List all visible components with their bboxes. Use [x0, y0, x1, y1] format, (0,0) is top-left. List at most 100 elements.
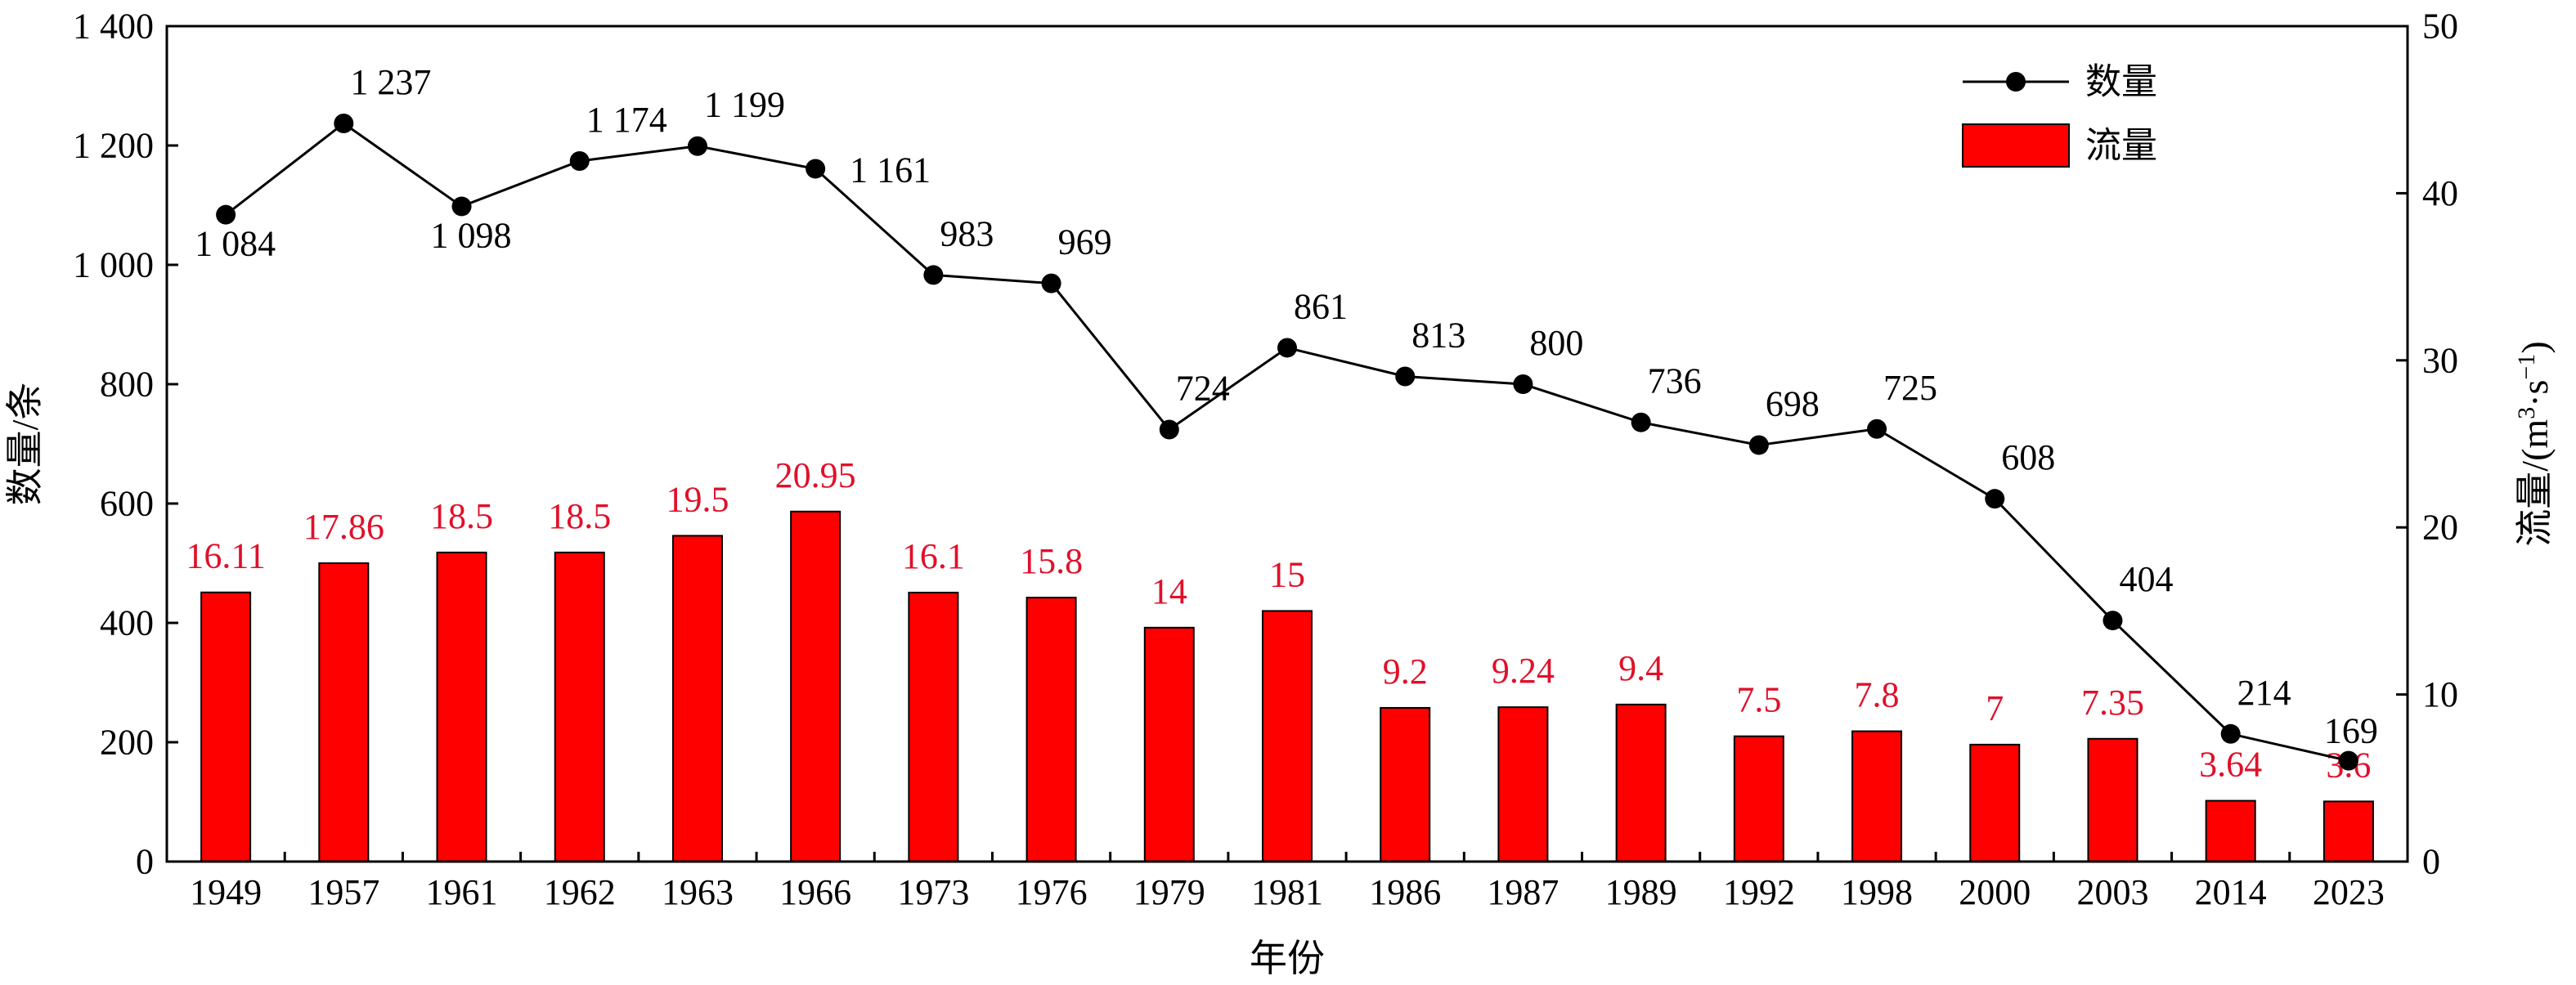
bar-value-label: 7.8	[1855, 675, 1900, 715]
bar-1992	[1733, 735, 1784, 863]
bar-1979	[1143, 626, 1195, 863]
bar-2000	[1969, 743, 2021, 862]
count-value-label: 736	[1648, 361, 1702, 401]
count-value-label: 1 174	[586, 100, 667, 140]
bar-value-label: 17.86	[303, 507, 384, 547]
count-value-label: 1 098	[431, 215, 512, 255]
y-left-tick-label: 1 200	[73, 126, 154, 166]
count-value-label: 861	[1294, 286, 1348, 326]
bar-1987	[1497, 706, 1549, 862]
bar-value-label: 18.5	[548, 496, 611, 536]
count-point-2000	[1985, 489, 2005, 509]
bar-1962	[554, 551, 605, 862]
x-tick-label: 1962	[544, 872, 616, 912]
bar-value-label: 15	[1269, 554, 1305, 594]
x-tick-label: 1986	[1369, 872, 1441, 912]
y-axis-right-title-sup1: 3	[2513, 407, 2540, 419]
count-point-1963	[687, 136, 707, 156]
bar-1986	[1380, 706, 1431, 863]
bar-1973	[908, 591, 959, 863]
x-tick-label: 2000	[1959, 872, 2031, 912]
count-point-1966	[806, 159, 826, 179]
y-left-tick-label: 600	[100, 484, 154, 524]
count-value-label: 1 161	[850, 150, 931, 190]
count-value-label: 169	[2324, 711, 2378, 751]
bar-value-label: 7.5	[1736, 680, 1781, 720]
bar-1998	[1851, 730, 1903, 862]
plot-area: 0 200 400 600 800 1 000 1 200 1 400 0 10 20 30 40 50 1…	[73, 7, 2458, 913]
count-value-label: 813	[1411, 316, 1465, 356]
bar-1981	[1262, 610, 1313, 863]
count-point-1957	[334, 113, 354, 133]
legend-label-count: 数量	[2085, 62, 2157, 102]
count-point-2003	[2103, 611, 2123, 631]
x-tick-label: 1973	[897, 872, 969, 912]
bar-2023	[2322, 800, 2374, 863]
y-axis-right-title: 流量/(m3·s−1)	[2513, 341, 2556, 546]
x-tick-label: 2014	[2195, 872, 2267, 912]
legend: 数量 流量	[1962, 62, 2157, 168]
y-right-tick-label: 30	[2422, 340, 2458, 380]
y-axis-right-title-sup2: −1	[2513, 354, 2540, 380]
x-tick-label: 1966	[779, 872, 851, 912]
count-point-1981	[1277, 338, 1297, 358]
x-tick-label: 1949	[190, 872, 262, 912]
bar-value-label: 18.5	[430, 496, 493, 536]
y-left-tick-label: 0	[136, 842, 154, 882]
x-tick-label: 1961	[426, 872, 498, 912]
count-point-2023	[2338, 750, 2358, 771]
y-right-tick-label: 0	[2422, 842, 2440, 882]
count-point-1979	[1159, 419, 1179, 440]
count-value-label: 608	[2001, 437, 2055, 477]
bar-value-label: 9.24	[1492, 651, 1555, 691]
count-point-1949	[216, 204, 236, 225]
bar-2003	[2087, 737, 2138, 862]
count-value-label: 1 084	[195, 224, 276, 264]
bar-2014	[2205, 799, 2256, 862]
count-value-label: 404	[2119, 559, 2173, 599]
y-right-tick-label: 10	[2422, 674, 2458, 714]
bar-value-label: 15.8	[1020, 541, 1083, 581]
bar-1949	[200, 591, 252, 862]
count-point-1992	[1748, 435, 1769, 455]
bar-1976	[1025, 597, 1077, 862]
bar-value-label: 16.1	[902, 536, 965, 576]
legend-bar-swatch	[1962, 123, 2070, 168]
plot-frame	[165, 25, 2409, 863]
bar-1966	[790, 510, 841, 862]
count-value-label: 800	[1529, 323, 1583, 363]
count-value-label: 698	[1766, 383, 1820, 423]
x-tick-label: 1976	[1016, 872, 1088, 912]
count-point-2014	[2220, 723, 2241, 744]
bar-value-label: 9.4	[1618, 648, 1663, 688]
bar-value-label: 19.5	[666, 479, 729, 519]
y-axis-right-title-end: )	[2514, 341, 2556, 353]
count-point-1973	[923, 265, 944, 285]
count-point-1987	[1513, 374, 1533, 394]
count-point-1962	[569, 150, 590, 171]
bar-value-label: 20.95	[775, 455, 856, 495]
y-left-tick-label: 200	[100, 723, 154, 763]
legend-line-marker	[2006, 72, 2026, 92]
x-tick-label: 1979	[1133, 872, 1205, 912]
x-axis-title: 年份	[1250, 938, 1325, 979]
bar-1963	[671, 535, 723, 862]
count-point-1989	[1631, 412, 1651, 432]
count-value-label: 725	[1883, 368, 1937, 408]
count-value-label: 724	[1176, 368, 1230, 408]
y-left-tick-label: 1 400	[73, 7, 154, 47]
bar-value-label: 3.64	[2199, 745, 2262, 785]
count-value-label: 983	[940, 213, 994, 253]
x-tick-label: 1989	[1605, 872, 1677, 912]
x-tick-label: 2003	[2076, 872, 2148, 912]
bar-value-label: 7.35	[2081, 683, 2144, 723]
count-value-label: 1 237	[350, 62, 431, 102]
legend-label-flow: 流量	[2085, 126, 2157, 166]
x-tick-label: 1981	[1251, 872, 1323, 912]
bar-1961	[436, 551, 487, 862]
count-value-label: 214	[2237, 673, 2291, 713]
bar-value-label: 14	[1151, 571, 1187, 611]
y-axis-right-title-mid: ·s	[2514, 380, 2556, 407]
bar-1957	[318, 562, 370, 862]
